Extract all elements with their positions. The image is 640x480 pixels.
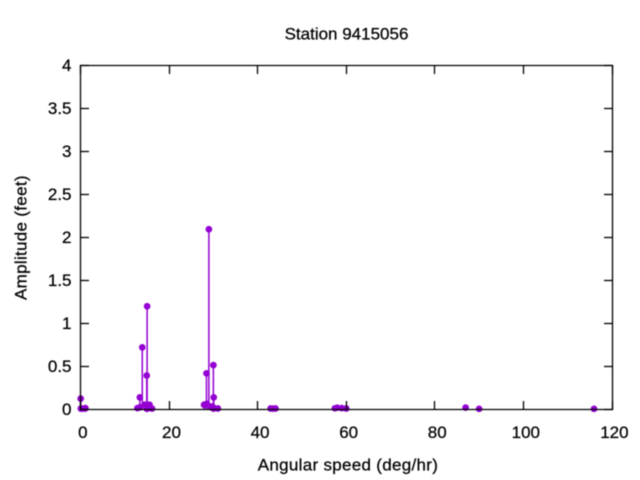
svg-text:120: 120: [600, 423, 628, 442]
svg-text:100: 100: [512, 423, 540, 442]
svg-text:3: 3: [62, 142, 71, 161]
svg-text:0: 0: [62, 400, 71, 419]
svg-text:1: 1: [62, 314, 71, 333]
svg-text:40: 40: [251, 423, 270, 442]
svg-text:60: 60: [339, 423, 358, 442]
svg-text:2.5: 2.5: [48, 185, 72, 204]
svg-text:3.5: 3.5: [48, 99, 72, 118]
svg-text:Station 9415056: Station 9415056: [285, 25, 409, 44]
svg-text:1.5: 1.5: [48, 271, 72, 290]
svg-text:Angular speed (deg/hr): Angular speed (deg/hr): [258, 456, 439, 475]
svg-text:2: 2: [62, 228, 71, 247]
svg-text:20: 20: [162, 423, 181, 442]
svg-text:0: 0: [78, 423, 87, 442]
svg-text:80: 80: [428, 423, 447, 442]
svg-text:Amplitude (feet): Amplitude (feet): [12, 175, 31, 300]
svg-text:4: 4: [62, 56, 71, 75]
svg-text:0.5: 0.5: [48, 357, 72, 376]
